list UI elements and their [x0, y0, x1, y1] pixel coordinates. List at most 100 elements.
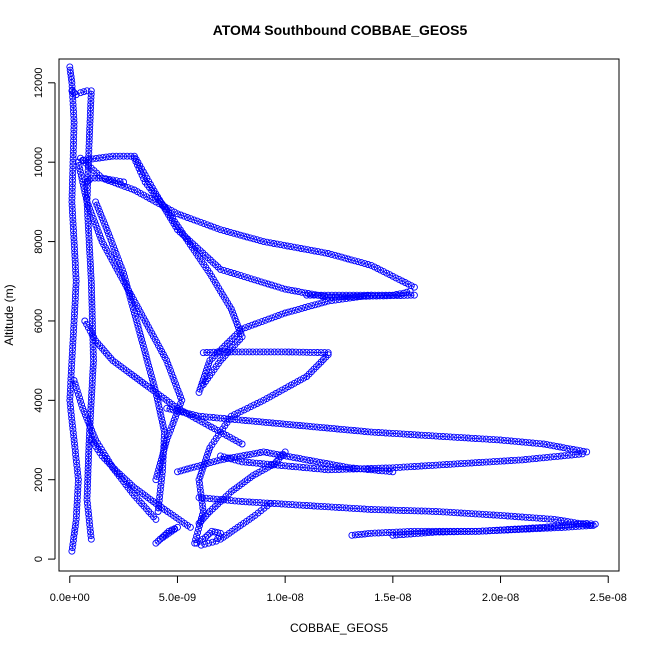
data-point — [227, 454, 234, 462]
data-point — [244, 404, 251, 412]
data-point — [80, 88, 88, 96]
data-point — [428, 432, 436, 440]
data-point — [357, 259, 365, 267]
data-point — [69, 155, 77, 163]
data-point — [89, 353, 97, 361]
data-point — [66, 396, 74, 404]
data-point — [364, 530, 372, 538]
data-point — [314, 502, 321, 510]
data-point — [307, 246, 315, 254]
y-tick-label: 8000 — [33, 229, 45, 253]
data-point — [582, 522, 590, 530]
data-point — [252, 348, 260, 356]
data-point — [85, 243, 93, 251]
data-point — [410, 291, 418, 299]
data-point — [297, 245, 305, 252]
data-point — [146, 365, 154, 373]
data-point — [281, 448, 289, 456]
data-point — [84, 464, 92, 472]
data-point — [70, 230, 78, 238]
data-point — [371, 529, 379, 537]
data-point — [354, 531, 362, 539]
data-point — [281, 348, 289, 356]
data-point — [575, 522, 583, 530]
data-point — [364, 505, 372, 513]
data-point — [346, 504, 354, 512]
data-point — [67, 368, 75, 375]
data-point — [110, 243, 118, 251]
data-point — [73, 508, 81, 516]
data-point — [273, 240, 281, 248]
data-point — [197, 469, 205, 477]
data-point — [86, 253, 94, 261]
data-point — [439, 433, 447, 440]
data-point — [72, 277, 80, 285]
data-point — [493, 457, 501, 465]
data-point — [93, 224, 101, 232]
data-point — [364, 292, 372, 300]
data-point — [274, 348, 282, 356]
data-point — [86, 524, 94, 532]
data-point — [87, 412, 94, 420]
data-point — [139, 342, 147, 350]
data-point — [271, 282, 279, 290]
data-point — [70, 129, 78, 137]
data-point — [331, 296, 339, 304]
data-point — [213, 457, 221, 465]
data-point — [550, 442, 558, 450]
data-point — [436, 528, 443, 536]
data-point — [443, 508, 451, 516]
data-point — [294, 288, 302, 296]
data-point — [308, 368, 315, 376]
data-point — [213, 224, 221, 232]
data-point — [85, 450, 93, 458]
data-point — [73, 497, 81, 505]
data-point — [236, 452, 244, 460]
data-point — [88, 291, 96, 299]
data-point — [84, 166, 92, 174]
data-point — [586, 522, 594, 530]
data-point — [86, 128, 94, 136]
data-point — [482, 435, 490, 443]
data-point — [144, 359, 152, 367]
data-point — [211, 352, 219, 360]
data-point — [407, 431, 415, 438]
data-point — [210, 458, 218, 466]
data-point — [310, 465, 318, 472]
data-point — [256, 348, 264, 356]
data-point — [464, 509, 472, 517]
data-point — [204, 363, 212, 371]
data-point — [298, 304, 306, 312]
data-point — [86, 118, 94, 126]
chart-title: ATOM4 Southbound COBBAE_GEOS5 — [213, 22, 468, 38]
data-point — [72, 266, 80, 274]
data-point — [232, 317, 240, 325]
data-point — [87, 90, 95, 98]
data-point — [178, 396, 186, 404]
data-point — [351, 531, 359, 539]
data-point — [389, 506, 397, 514]
data-point — [235, 416, 242, 424]
data-point — [84, 482, 91, 489]
data-point — [187, 464, 195, 472]
data-point — [234, 409, 242, 417]
data-point — [84, 212, 92, 220]
data-point — [218, 344, 226, 352]
data-point — [88, 288, 96, 296]
data-point — [194, 529, 202, 537]
data-point — [285, 308, 292, 316]
data-point — [102, 223, 110, 231]
data-point — [86, 415, 94, 423]
data-point — [282, 420, 290, 428]
data-point — [314, 248, 322, 256]
data-point — [257, 278, 265, 286]
data-point — [479, 527, 487, 535]
data-point — [260, 448, 268, 456]
data-point — [135, 326, 143, 334]
data-point — [195, 388, 203, 396]
data-point — [196, 479, 203, 487]
data-point — [436, 432, 443, 440]
data-point — [518, 525, 526, 533]
data-point — [461, 459, 469, 467]
data-point — [71, 248, 79, 256]
